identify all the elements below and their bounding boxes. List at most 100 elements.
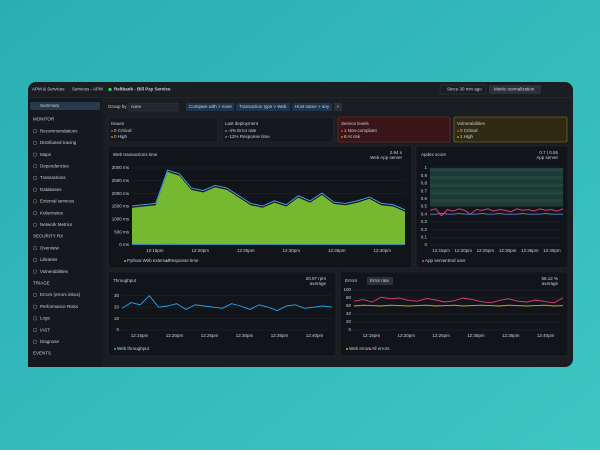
apdex-band (430, 171, 563, 176)
nav-icon (33, 187, 37, 192)
dropdown-value[interactable]: Error rate (370, 278, 390, 283)
nav-item[interactable]: Diagnose (40, 339, 60, 344)
panel-title[interactable]: Errors (345, 278, 358, 283)
status-dot (225, 136, 227, 138)
y-tick-label: 1500 ms (112, 204, 130, 209)
panel-title[interactable]: Web transactions time (113, 152, 158, 157)
card-line: 1 High (460, 134, 474, 139)
apdex-band (430, 202, 563, 207)
legend-label[interactable]: Web throughput (117, 346, 150, 351)
y-tick-label: 0 (116, 327, 119, 332)
nav-item[interactable]: Vulnerabilities (40, 269, 69, 274)
legend-label[interactable]: App server (425, 258, 447, 263)
add-button[interactable] (334, 103, 342, 111)
nav-item[interactable]: Errors (errors inbox) (40, 292, 81, 297)
legend-swatch (114, 348, 116, 350)
nav-item[interactable]: Transactions (40, 175, 66, 180)
x-tick-label: 12:15pm (432, 248, 450, 253)
summary-card[interactable] (337, 116, 451, 143)
dropdown-value[interactable]: none (131, 104, 142, 109)
panel-title[interactable]: Throughput (113, 278, 137, 283)
summary-card[interactable] (453, 116, 568, 143)
panel-summary-sub: average (542, 281, 559, 286)
apdex-band (430, 191, 563, 195)
area (132, 171, 405, 245)
summary-card[interactable] (107, 116, 219, 143)
add-label[interactable]: + (337, 104, 340, 109)
legend-swatch (444, 260, 447, 262)
y-tick-label: 500 ms (114, 229, 130, 234)
filter-chip[interactable] (292, 103, 332, 111)
nav-heading: MONITOR (33, 117, 55, 122)
legend-label[interactable]: Web errors (349, 346, 372, 351)
nav-icon (33, 141, 37, 145)
nav-item[interactable]: Distributed tracing (40, 140, 77, 145)
legend-swatch (368, 348, 371, 350)
card-line: 8 At risk (344, 134, 361, 139)
card-title: Vulnerabilities (457, 121, 486, 126)
chip-label[interactable]: Host name > any (295, 104, 330, 109)
nav-item[interactable]: Dependencies (40, 163, 70, 168)
time-picker[interactable] (439, 84, 487, 95)
nav-item[interactable]: Recommendations (40, 128, 78, 133)
legend-label[interactable]: Web external (143, 258, 169, 263)
x-tick-label: 12:25pm (201, 333, 219, 338)
chip-label[interactable]: Transaction type > Web (239, 104, 287, 109)
nav-item[interactable]: Databases (40, 187, 62, 192)
y-tick-label: 2500 ms (112, 178, 130, 183)
x-tick-label: 12:15pm (363, 333, 381, 338)
legend-label[interactable]: All errors (372, 346, 391, 351)
x-tick-label: 12:15pm (131, 333, 149, 338)
x-tick-label: 12:20pm (397, 333, 415, 338)
service-name: Reltbank - Bill Pay Service (114, 87, 171, 92)
nav-item[interactable]: Kubernetes (40, 210, 64, 215)
legend-label[interactable]: Response time (169, 258, 200, 263)
y-tick-label: 0.1 (421, 234, 428, 239)
card-line: 0 Critical (460, 128, 478, 133)
x-tick-label: 12:25pm (432, 333, 450, 338)
nav-item[interactable]: Performance Risks (40, 304, 79, 309)
x-tick-label: 12:30pm (282, 248, 300, 253)
button-label[interactable]: Metric normalization (494, 87, 535, 92)
dropdown[interactable] (127, 102, 179, 112)
nav-icon (33, 222, 37, 227)
nav-heading: EVENTS (33, 351, 51, 356)
card-line: -4% Error rate (228, 128, 257, 133)
breadcrumb[interactable]: Services - APM (72, 87, 103, 92)
nav-item[interactable]: Overview (40, 245, 60, 250)
nav-heading: TRIAGE (33, 280, 50, 285)
button[interactable] (489, 85, 541, 94)
dropdown[interactable] (367, 277, 393, 285)
time-range[interactable]: Since 30 min ago (447, 87, 482, 92)
panel-title[interactable]: Apdex score (421, 152, 447, 157)
status-dot (341, 136, 343, 138)
nav-item[interactable]: Summary (40, 103, 60, 108)
chip-label[interactable]: Compare with > none (189, 104, 232, 109)
breadcrumb[interactable]: APM & Services (32, 87, 65, 92)
status-dot (108, 87, 112, 92)
nav-item[interactable]: Maps (40, 152, 52, 157)
legend-label[interactable]: Python (127, 258, 142, 263)
nav-item[interactable]: External services (40, 199, 75, 204)
x-tick-label: 12:40pm (543, 248, 561, 253)
line (429, 208, 564, 217)
panel-summary-sub: average (310, 281, 327, 286)
panel-summary: 2.94 s (390, 150, 403, 155)
y-tick-label: 20 (114, 304, 120, 309)
nav-icon (33, 316, 37, 321)
nav-item[interactable]: Libraries (40, 257, 58, 262)
filter-chip[interactable] (236, 103, 290, 111)
summary-card[interactable] (221, 116, 335, 143)
line (121, 295, 333, 312)
filter-chip[interactable] (186, 103, 234, 111)
nav-item[interactable]: Network Metrics (40, 222, 73, 227)
nav-item[interactable]: Logs (40, 316, 51, 321)
legend-label[interactable]: End user (448, 258, 467, 263)
apdex-band (430, 187, 563, 192)
nav-heading: SECURITY RX (33, 234, 63, 239)
nav-icon (33, 258, 37, 262)
nav-item[interactable]: IAST (40, 327, 50, 332)
y-tick-label: 0.7 (421, 188, 428, 193)
